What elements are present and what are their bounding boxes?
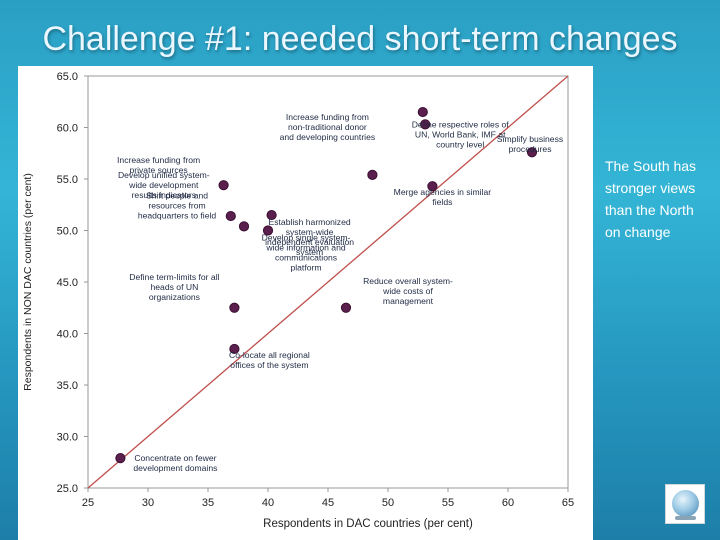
point-label-line: Simplify business [497, 134, 563, 144]
point-label-line: platform [290, 263, 321, 273]
point-label: Shift people and resources from headquarte… [138, 190, 217, 220]
y-axis-label: Respondents in NON DAC countries (per ce… [22, 173, 34, 391]
point-label-line: system-wide [286, 227, 334, 237]
y-tick-label: 55.0 [57, 174, 78, 186]
point-label-line: Reduce overall system- [363, 276, 453, 286]
point-label-line: UN, World Bank, IMF at [415, 129, 506, 139]
point-label-line: communications [275, 253, 337, 263]
point-label: Define term-limits for all heads of UN org… [129, 272, 219, 302]
point-label: Merge agencies in similar fields [394, 187, 492, 207]
point-label-line: wide information and [265, 243, 346, 253]
point-label: Define respective roles of UN, World Bank… [412, 119, 510, 149]
scatter-point [238, 221, 250, 232]
point-label-line: heads of UN [151, 282, 199, 292]
point-label-line: procedures [509, 144, 552, 154]
point-label-line: Shift people and [146, 190, 208, 200]
slide-title: Challenge #1: needed short-term changes [42, 20, 678, 58]
globe-orb [672, 490, 699, 517]
scatter-point [225, 210, 236, 222]
point-label-line: private sources [129, 165, 187, 175]
point-label-line: resources from [148, 200, 205, 210]
point-label: Develop single system-wide information a… [262, 233, 351, 273]
point-label-line: headquarters to field [138, 210, 217, 220]
chart-axes: 25 30 35 40 45 50 55 60 65 25.0 30.0 35.0 40.0 45.0 50… [57, 71, 575, 509]
point-label-line: Increase funding from [117, 155, 200, 165]
point-label-line: country level [436, 139, 484, 149]
chart-panel: 25 30 35 40 45 50 55 60 65 25.0 30.0 35.0 40.0 45.0 50… [18, 66, 593, 540]
scatter-point [420, 119, 431, 130]
x-tick-label: 55 [442, 497, 454, 509]
point-label-line: Develop unified system- [118, 170, 210, 180]
y-tick-label: 30.0 [57, 432, 78, 444]
scatter-point [526, 147, 538, 158]
point-label-line: Define term-limits for all [129, 272, 219, 282]
data-points [115, 106, 538, 464]
y-tick-label: 45.0 [57, 277, 78, 289]
point-label-line: and developing countries [280, 132, 376, 142]
point-label: Reduce overall system-wide costs of manag… [363, 276, 453, 306]
x-axis-label: Respondents in DAC countries (per cent) [263, 518, 473, 530]
point-label: Increase funding from private sources [117, 155, 200, 175]
point-label-line: Increase funding from [286, 112, 369, 122]
point-label: Increase funding from non-traditional don… [280, 112, 376, 142]
diagonal-reference-line [87, 75, 569, 489]
globe-base [675, 516, 696, 520]
x-tick-label: 25 [82, 497, 94, 509]
scatter-point [115, 453, 126, 464]
x-tick-label: 65 [562, 497, 574, 509]
point-label-line: fields [432, 197, 452, 207]
point-label: Co-locate all regional offices of the sys… [229, 350, 310, 370]
y-tick-label: 25.0 [57, 483, 78, 495]
point-label: Develop unified system-wide development r… [118, 170, 210, 200]
scatter-point [340, 302, 352, 313]
scatter-point [229, 343, 240, 355]
scatter-point [218, 180, 229, 191]
point-label-line: Define respective roles of [412, 119, 510, 129]
point-label-line: Concentrate on fewer [134, 453, 216, 463]
y-tick-label: 60.0 [57, 123, 78, 135]
scatter-point [262, 225, 274, 236]
un-globe-icon [665, 484, 705, 524]
point-label-line: Establish harmonized [269, 217, 351, 227]
point-label-line: wide costs of [382, 286, 433, 296]
point-label-line: system [296, 247, 323, 257]
point-label-line: independent evaluation [265, 237, 354, 247]
point-label-line: offices of the system [230, 360, 308, 370]
point-label-line: Co-locate all regional [229, 350, 310, 360]
x-tick-label: 45 [322, 497, 334, 509]
scatter-point [427, 181, 438, 192]
y-tick-label: 65.0 [57, 71, 78, 83]
point-label: Simplify business procedures [497, 134, 563, 154]
scatter-point [367, 169, 378, 180]
scatter-chart: 25 30 35 40 45 50 55 60 65 25.0 30.0 35.0 40.0 45.0 50… [22, 71, 575, 530]
x-tick-label: 60 [502, 497, 514, 509]
y-tick-label: 35.0 [57, 380, 78, 392]
point-label-line: Develop single system- [262, 233, 351, 243]
side-note: The South has stronger views than the No… [605, 158, 697, 240]
y-tick-label: 40.0 [57, 329, 78, 341]
point-label-line: results indicators [132, 190, 196, 200]
scatter-point [417, 106, 428, 118]
x-tick-label: 30 [142, 497, 154, 509]
point-label-line: non-traditional donor [288, 122, 367, 132]
point-label: Concentrate on fewer development domains [133, 453, 217, 473]
point-label-line: development domains [133, 463, 217, 473]
x-tick-label: 40 [262, 497, 274, 509]
point-label-line: wide development [128, 180, 199, 190]
y-tick-label: 50.0 [57, 226, 78, 238]
x-tick-label: 50 [382, 497, 394, 509]
point-label-line: management [383, 296, 434, 306]
point-labels: Expand partnerships withother developmen… [117, 112, 563, 473]
point-label-line: Merge agencies in similar [394, 187, 492, 197]
scatter-point [266, 209, 277, 221]
x-tick-label: 35 [202, 497, 214, 509]
point-label-line: organizations [149, 292, 200, 302]
point-label: Establish harmonized system-wide independe… [265, 217, 354, 257]
scatter-point [229, 302, 240, 313]
